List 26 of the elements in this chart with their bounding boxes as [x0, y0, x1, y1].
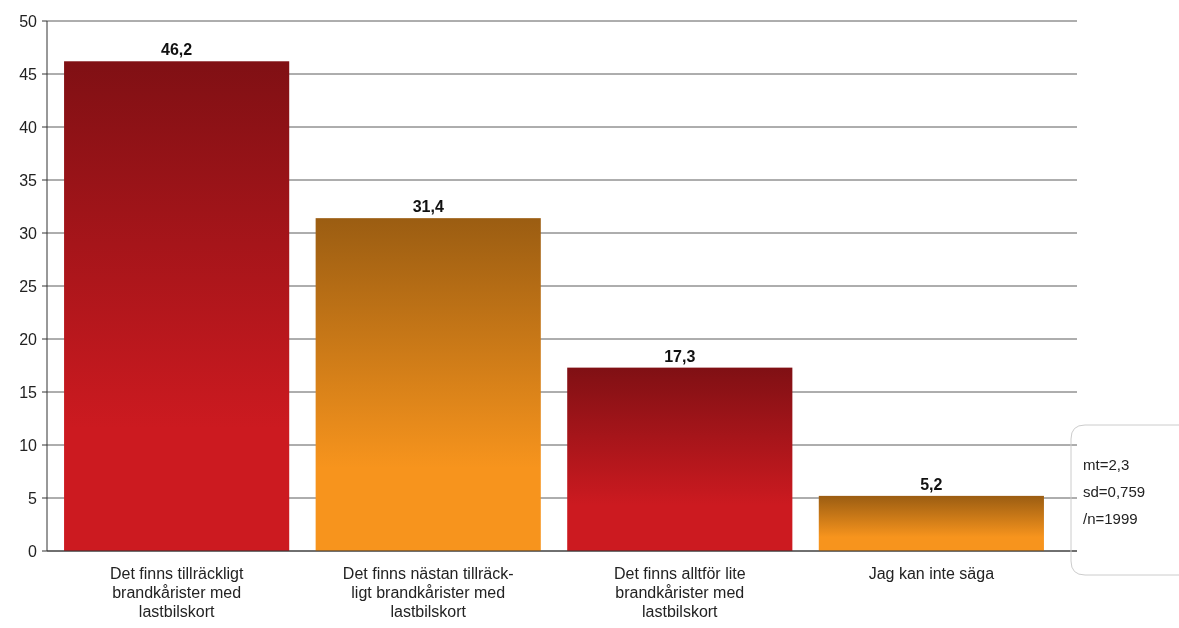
text: /n=1999	[1083, 510, 1138, 527]
y-tick-label: 35	[19, 171, 38, 189]
y-tick-label: 30	[19, 224, 38, 242]
y-tick-label: 15	[19, 383, 38, 401]
y-tick-label: 25	[19, 277, 38, 295]
y-tick-label: 10	[19, 436, 38, 454]
data-label: 17,3	[664, 347, 696, 365]
y-tick-label: 0	[28, 542, 38, 560]
x-tick-label: Jag kan inte säga	[868, 565, 995, 582]
y-tick-label: 5	[28, 489, 38, 507]
text: mt=2,3	[1083, 456, 1130, 473]
x-tick-label: Det finns alltför lite brandkårister med lastbilskort	[613, 565, 746, 620]
data-label: 31,4	[412, 198, 444, 216]
data-label: 46,2	[161, 41, 193, 59]
y-tick-label: 20	[19, 330, 38, 348]
bar	[818, 495, 1044, 551]
text: sd=0,759	[1083, 483, 1146, 500]
data-label: 5,2	[920, 475, 943, 493]
y-tick-label: 40	[19, 118, 38, 136]
x-tick-label: Det finns tillräckligt brandkårister med lastbilskort	[109, 565, 244, 620]
y-tick-label: 45	[19, 65, 38, 83]
bar	[64, 61, 290, 551]
y-tick-label: 50	[19, 12, 38, 30]
bar	[315, 218, 541, 551]
bar	[567, 367, 793, 551]
x-tick-label: Det finns nästan tillräck- ligt brandkårister med lastbilskort	[342, 565, 514, 620]
